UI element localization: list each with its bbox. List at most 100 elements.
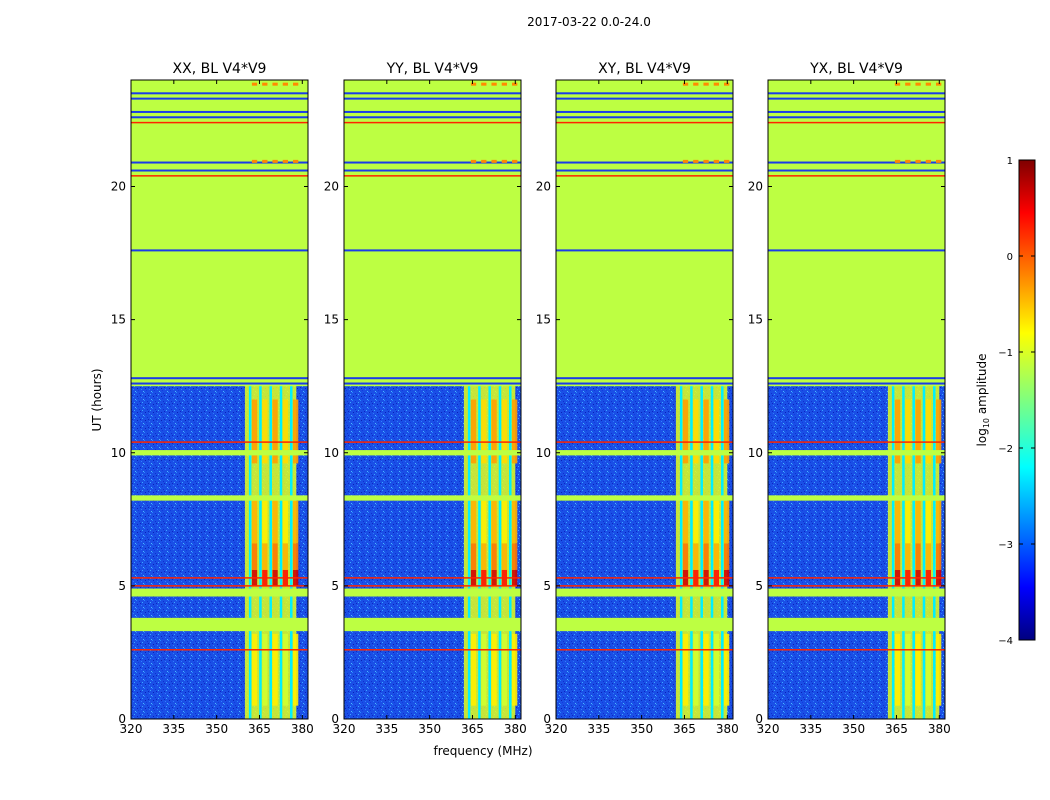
stripe bbox=[768, 161, 945, 164]
flagged-span bbox=[344, 588, 521, 597]
stripe bbox=[131, 382, 308, 385]
stripe bbox=[768, 377, 945, 380]
flagged-span bbox=[556, 588, 733, 597]
hot-block bbox=[936, 543, 942, 570]
x-tick-label: 380 bbox=[291, 722, 314, 736]
band-gap bbox=[679, 80, 683, 719]
stripe bbox=[556, 249, 733, 252]
rfi-line bbox=[556, 649, 733, 651]
hot-block bbox=[905, 500, 911, 544]
hot-block bbox=[713, 633, 720, 706]
rfi-line bbox=[768, 121, 945, 124]
hot-block bbox=[282, 500, 289, 544]
stripe bbox=[556, 169, 733, 172]
rfi-line bbox=[768, 175, 945, 177]
hot-block bbox=[703, 543, 709, 570]
rfi-line bbox=[131, 649, 308, 651]
band-top bbox=[272, 159, 278, 163]
band-gap bbox=[509, 80, 512, 719]
stripe bbox=[344, 382, 521, 385]
band-top bbox=[282, 82, 289, 86]
stripe bbox=[556, 161, 733, 164]
band-top bbox=[293, 82, 299, 86]
colorbar-label: log10 amplitude bbox=[975, 354, 991, 447]
hot-block bbox=[894, 633, 901, 706]
hot-block bbox=[501, 399, 508, 464]
colorbar-tick-label: −1 bbox=[998, 348, 1013, 359]
hot-block bbox=[925, 543, 932, 570]
band-top bbox=[693, 82, 699, 86]
x-tick-label: 320 bbox=[120, 722, 143, 736]
flagged-span bbox=[344, 495, 521, 501]
rfi-line bbox=[131, 577, 308, 579]
hot-block bbox=[251, 500, 258, 544]
colorbar-tick-label: −2 bbox=[998, 444, 1013, 455]
y-tick-label: 0 bbox=[118, 712, 126, 726]
band-top bbox=[894, 82, 901, 86]
hot-block bbox=[915, 633, 921, 706]
hot-block bbox=[724, 543, 730, 570]
band-top bbox=[251, 159, 258, 163]
hot-block bbox=[894, 543, 901, 570]
hot-block bbox=[491, 543, 497, 570]
stripe bbox=[768, 169, 945, 172]
x-tick-label: 380 bbox=[716, 722, 739, 736]
hot-block bbox=[693, 633, 699, 706]
rfi-line bbox=[556, 585, 733, 587]
heatmap-image bbox=[556, 80, 733, 719]
hot-block bbox=[682, 500, 689, 544]
rfi-line bbox=[131, 121, 308, 124]
band-top bbox=[512, 82, 518, 86]
band-top bbox=[682, 82, 689, 86]
panel-2: XY, BL V4*V9 320 335 350 365 380 0 5 10 15 20 bbox=[536, 61, 739, 736]
flagged-span bbox=[556, 495, 733, 501]
y-tick-label: 5 bbox=[543, 579, 551, 593]
flagged-span bbox=[344, 80, 521, 387]
colorbar: 10−1−2−3−4 log10 amplitude bbox=[975, 156, 1036, 647]
y-tick-label: 15 bbox=[748, 313, 763, 327]
stripe bbox=[768, 249, 945, 252]
colorbar-label-rest: amplitude bbox=[975, 354, 989, 418]
band-gap bbox=[891, 80, 895, 719]
stripe bbox=[556, 92, 733, 95]
colorbar-ticks: 1 0 −1 −2 −3 −4 bbox=[998, 156, 1035, 647]
axes-frame bbox=[130, 79, 309, 720]
stripe bbox=[131, 116, 308, 119]
band-top bbox=[915, 159, 921, 163]
stripe bbox=[344, 249, 521, 252]
stripe bbox=[131, 169, 308, 172]
band-gap bbox=[290, 80, 293, 719]
x-tick-label: 350 bbox=[205, 722, 228, 736]
flagged-span bbox=[768, 450, 945, 456]
rfi-line bbox=[768, 577, 945, 579]
band-top bbox=[703, 159, 709, 163]
figure-suptitle: 2017-03-22 0.0-24.0 bbox=[527, 15, 651, 29]
stripe bbox=[344, 377, 521, 380]
hot-block bbox=[724, 500, 730, 544]
y-tick-label: 10 bbox=[324, 446, 339, 460]
panel-1: YY, BL V4*V9 320 335 350 365 380 0 5 10 15 20 bbox=[324, 61, 527, 736]
hot-block bbox=[251, 399, 258, 464]
hot-block bbox=[512, 399, 518, 464]
band-top bbox=[682, 159, 689, 163]
x-tick-label: 350 bbox=[630, 722, 653, 736]
hot-block bbox=[470, 399, 477, 464]
hot-block bbox=[512, 633, 518, 706]
stripe bbox=[131, 161, 308, 164]
flagged-span bbox=[768, 588, 945, 597]
band-gap bbox=[912, 80, 915, 719]
flagged-span bbox=[344, 450, 521, 456]
band-gap bbox=[710, 80, 714, 719]
hot-block bbox=[491, 500, 497, 544]
band-top bbox=[512, 159, 518, 163]
band-top bbox=[282, 159, 289, 163]
hot-block bbox=[936, 633, 942, 706]
rfi-line bbox=[768, 649, 945, 651]
hot-block bbox=[682, 633, 689, 706]
hot-block bbox=[293, 399, 299, 464]
axes-frame bbox=[767, 79, 946, 720]
colorbar-tick-label: 1 bbox=[1007, 156, 1013, 167]
band-gap bbox=[488, 80, 491, 719]
x-tick-label: 335 bbox=[799, 722, 822, 736]
